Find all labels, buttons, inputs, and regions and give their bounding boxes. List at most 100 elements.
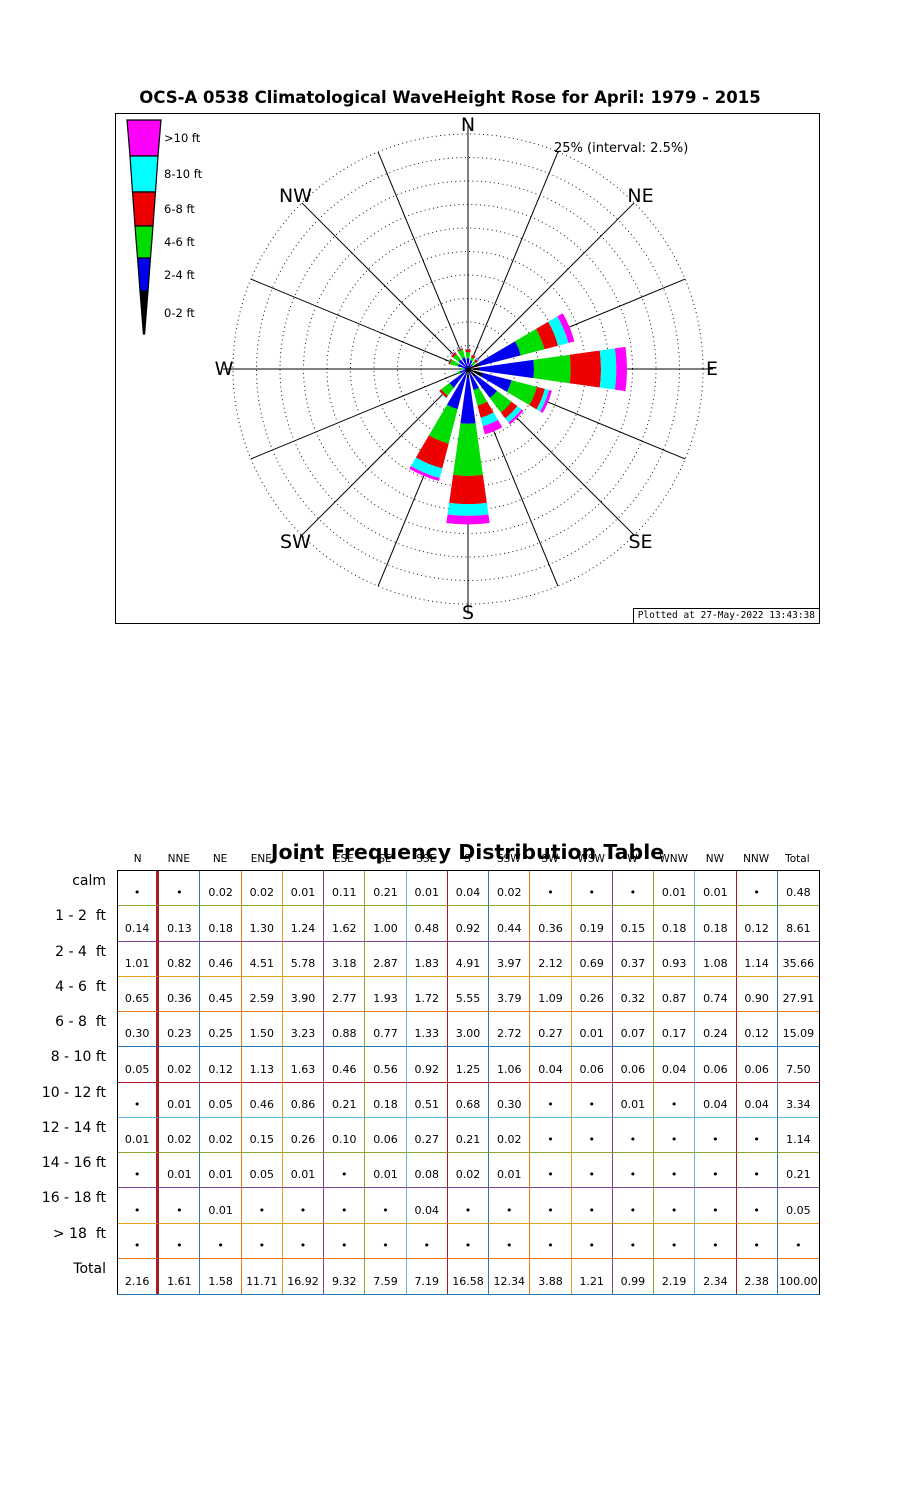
column-header: ESE — [333, 853, 354, 865]
table-cell: 3.34 — [777, 1083, 819, 1118]
rose-petal-segment — [458, 359, 467, 368]
rose-petal-segment — [489, 390, 512, 413]
table-cell: 1.83 — [406, 941, 448, 977]
rose-petal-segment — [482, 419, 503, 435]
table-cell: • — [571, 1188, 613, 1224]
wave-rose-plot — [223, 124, 713, 614]
table-cell: 0.06 — [571, 1047, 613, 1083]
table-cell: • — [530, 1117, 572, 1153]
legend-wedge — [126, 119, 162, 335]
table-cell: • — [159, 871, 201, 907]
rose-petal-segment — [465, 348, 471, 350]
row-label: 2 - 4 ft — [55, 943, 106, 960]
rose-petal-segment — [468, 362, 480, 369]
table-cell: 0.05 — [777, 1188, 819, 1224]
table-cell: 4.51 — [241, 941, 283, 977]
legend-swatch — [136, 257, 152, 292]
table-cell: 0.21 — [777, 1153, 819, 1189]
rose-petal-segment — [500, 401, 518, 419]
table-cell: 0.37 — [612, 941, 655, 977]
table-cell: 2.59 — [241, 976, 283, 1012]
rose-petal-segment — [453, 423, 483, 476]
table-cell: 1.09 — [530, 976, 572, 1012]
table-row-labels: calm 1 - 2 ft 2 - 4 ft 4 - 6 ft 6 - 8 ft 8 - … — [22, 870, 112, 1293]
row-label: 14 - 16 ft — [41, 1155, 106, 1171]
rose-petal-segment — [470, 357, 475, 362]
table-cell: • — [241, 1223, 283, 1259]
table-cell: 0.92 — [406, 1047, 448, 1083]
rose-petal-segment — [471, 354, 476, 359]
table-cell: 0.90 — [736, 976, 778, 1012]
table-cell: 0.06 — [736, 1047, 778, 1083]
direction-label-n: N — [460, 114, 476, 136]
table-cell: 1.24 — [282, 906, 325, 942]
table-cell: 0.02 — [159, 1117, 201, 1153]
table-cell: 0.48 — [777, 871, 819, 907]
table-cell: 0.07 — [612, 1012, 655, 1048]
table-cell: 0.02 — [447, 1153, 490, 1189]
table-cell: • — [612, 1223, 655, 1259]
table-cell: • — [571, 1117, 613, 1153]
rose-petal-segment — [466, 369, 468, 370]
table-cell: 8.61 — [777, 906, 819, 942]
column-header: SSE — [416, 853, 437, 865]
rose-petal-segment — [457, 349, 466, 359]
direction-label-e: E — [705, 358, 719, 380]
table-cell: 1.14 — [736, 941, 778, 977]
rose-petal-segment — [441, 383, 454, 396]
table-cell: 0.06 — [695, 1047, 737, 1083]
chart-title: OCS-A 0538 Climatological WaveHeight Ros… — [139, 88, 761, 107]
legend-swatch — [134, 225, 154, 259]
table-cell: 3.00 — [447, 1012, 490, 1048]
legend-label: 2-4 ft — [164, 267, 195, 282]
table-cell: • — [406, 1223, 448, 1259]
table-cell: • — [654, 1223, 696, 1259]
table-cell: 0.15 — [612, 906, 655, 942]
table-cell: • — [695, 1153, 737, 1189]
rose-petal-segment — [446, 514, 490, 525]
table-cell: 0.87 — [654, 976, 696, 1012]
table-cell: 0.12 — [736, 906, 778, 942]
rose-petal-segment — [451, 352, 457, 358]
table-cell: 1.21 — [572, 1258, 613, 1294]
table-cell: • — [736, 871, 778, 907]
table-cell: • — [654, 1117, 696, 1153]
table-cell: 0.04 — [695, 1082, 737, 1118]
table-cell: 0.68 — [447, 1082, 490, 1118]
table-cell: 3.90 — [282, 976, 325, 1012]
rose-petal-segment — [536, 388, 550, 412]
column-header: NE — [212, 853, 228, 865]
table-cell: • — [159, 1223, 201, 1259]
table-cell: 0.02 — [159, 1047, 201, 1083]
table-cell: • — [282, 1188, 325, 1224]
table-cell: 0.51 — [406, 1082, 448, 1118]
rose-petal-segment — [465, 352, 471, 359]
rose-petal-segment — [468, 369, 476, 377]
column-header: E — [299, 853, 306, 865]
rose-petal-segment — [480, 412, 498, 427]
rose-petal-segment — [468, 367, 469, 369]
table-cell: 0.05 — [118, 1047, 160, 1083]
rose-petal-segment — [449, 359, 460, 367]
table-cell: 0.15 — [241, 1117, 283, 1153]
row-label: 1 - 2 ft — [55, 908, 106, 925]
table-cell: 0.26 — [571, 976, 613, 1012]
column-header: N — [133, 853, 142, 865]
rose-petal-segment — [465, 349, 471, 353]
table-cell: • — [695, 1188, 737, 1224]
table-cell: 9.32 — [324, 1258, 366, 1294]
column-header: SW — [541, 853, 559, 865]
table-cell: 0.01 — [159, 1153, 201, 1189]
column-header: WSW — [577, 853, 605, 865]
rose-petal-segment — [448, 358, 451, 364]
rose-petal-segment — [457, 371, 461, 375]
table-cell: 0.04 — [447, 871, 490, 907]
table-cell: 0.02 — [489, 871, 531, 907]
table-cell: 3.79 — [489, 976, 531, 1012]
table-cell: 0.01 — [612, 1082, 655, 1118]
table-cell: 1.58 — [200, 1258, 242, 1294]
rose-petal-segment — [466, 368, 468, 369]
table-cell: 0.08 — [406, 1153, 448, 1189]
rose-petal-segment — [478, 341, 521, 366]
